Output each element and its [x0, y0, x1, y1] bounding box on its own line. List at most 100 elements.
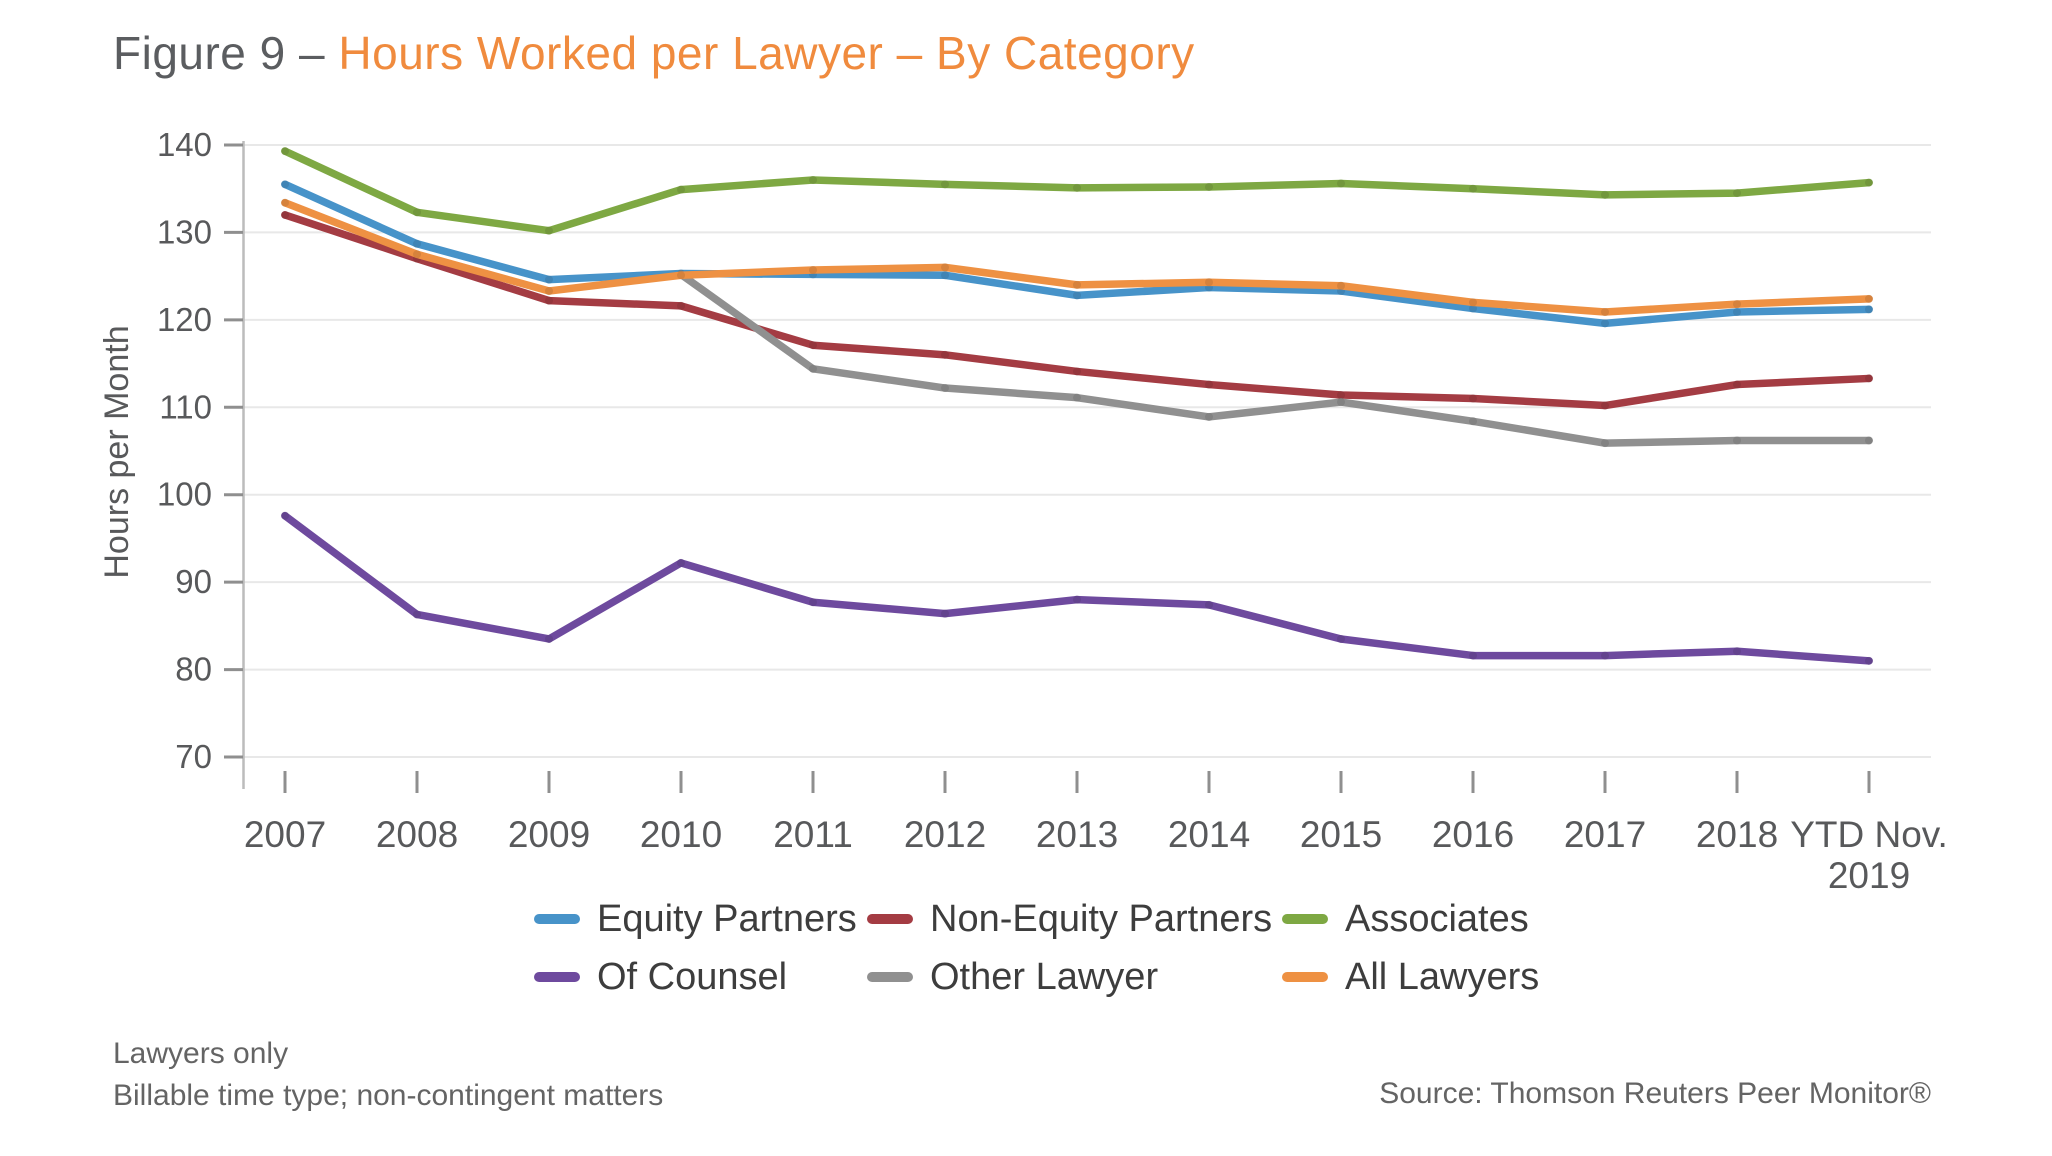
data-point-non-equity-partners — [1601, 401, 1609, 410]
x-tick-label-7: 2014 — [1168, 814, 1250, 855]
data-point-associates — [413, 208, 421, 217]
data-point-non-equity-partners — [1865, 374, 1873, 383]
y-tick-label-80: 80 — [175, 651, 212, 688]
data-point-other-lawyer — [941, 384, 949, 393]
legend-item-equity-partners: Equity Partners — [534, 898, 867, 940]
data-point-of-counsel — [809, 598, 817, 607]
y-axis-title: Hours per Month — [98, 325, 136, 578]
line-path-other-lawyer — [677, 270, 1873, 447]
data-point-of-counsel — [281, 511, 289, 520]
data-point-all-lawyers — [941, 263, 949, 272]
data-point-of-counsel — [1337, 634, 1345, 643]
data-point-non-equity-partners — [1469, 394, 1477, 403]
data-point-associates — [1205, 182, 1213, 191]
legend-label-of-counsel: Of Counsel — [597, 955, 788, 998]
data-point-associates — [281, 147, 289, 156]
footnote-line-1: Lawyers only — [113, 1037, 289, 1070]
legend-label-equity-partners: Equity Partners — [597, 897, 857, 940]
data-point-equity-partners — [413, 239, 421, 248]
legend-swatch-non-equity-partners — [867, 914, 913, 924]
data-point-other-lawyer — [1601, 439, 1609, 448]
data-point-non-equity-partners — [545, 296, 553, 305]
x-tick-label-10: 2017 — [1564, 814, 1646, 855]
data-point-non-equity-partners — [941, 350, 949, 359]
data-point-all-lawyers — [545, 287, 553, 296]
line-series-equity-partners — [281, 180, 1873, 328]
figure-title: Figure 9 – Hours Worked per Lawyer – By … — [113, 26, 1195, 80]
line-series-of-counsel — [281, 511, 1873, 665]
data-point-all-lawyers — [1733, 300, 1741, 309]
y-tick-label-110: 110 — [159, 388, 212, 425]
data-point-all-lawyers — [1865, 294, 1873, 303]
data-point-of-counsel — [1073, 595, 1081, 604]
data-point-other-lawyer — [1733, 436, 1741, 445]
data-point-associates — [941, 180, 949, 189]
data-point-all-lawyers — [281, 198, 289, 207]
data-point-other-lawyer — [1073, 393, 1081, 402]
legend-swatch-all-lawyers — [1282, 972, 1328, 982]
data-point-all-lawyers — [1601, 307, 1609, 316]
chart-legend: Equity Partners Non-Equity Partners Associ… — [534, 898, 1539, 998]
line-series-all-lawyers — [281, 198, 1873, 316]
x-tick-label-1: 2008 — [376, 814, 458, 855]
figure-title-prefix: Figure 9 – — [113, 27, 339, 79]
data-point-of-counsel — [545, 634, 553, 643]
data-point-of-counsel — [677, 558, 685, 567]
data-point-of-counsel — [1865, 656, 1873, 665]
x-tick-label-5: 2012 — [904, 814, 986, 855]
line-series-associates — [281, 147, 1873, 235]
data-point-all-lawyers — [1205, 278, 1213, 287]
line-series-non-equity-partners — [281, 210, 1873, 410]
figure-title-main: Hours Worked per Lawyer – By Category — [338, 27, 1195, 79]
legend-swatch-of-counsel — [534, 972, 580, 982]
data-point-non-equity-partners — [677, 301, 685, 310]
data-point-all-lawyers — [677, 271, 685, 280]
x-tick-label-4: 2011 — [773, 814, 853, 855]
data-point-equity-partners — [1733, 307, 1741, 316]
data-point-other-lawyer — [1205, 412, 1213, 421]
data-point-associates — [1469, 184, 1477, 193]
data-point-all-lawyers — [1073, 280, 1081, 289]
x-tick-label-3: 2010 — [640, 814, 722, 855]
data-point-non-equity-partners — [1733, 380, 1741, 389]
y-tick-label-120: 120 — [157, 301, 212, 338]
data-point-other-lawyer — [1337, 398, 1345, 407]
data-point-equity-partners — [941, 271, 949, 280]
data-point-non-equity-partners — [1205, 380, 1213, 389]
legend-swatch-other-lawyer — [867, 972, 913, 982]
legend-swatch-equity-partners — [534, 914, 580, 924]
data-point-equity-partners — [1865, 305, 1873, 314]
x-tick-label-12: YTD Nov. 2019 — [1790, 814, 1948, 896]
data-point-of-counsel — [413, 610, 421, 619]
data-point-equity-partners — [1469, 304, 1477, 313]
data-point-equity-partners — [1601, 319, 1609, 328]
x-tick-label-8: 2015 — [1300, 814, 1382, 855]
legend-item-non-equity-partners: Non-Equity Partners — [867, 898, 1282, 940]
y-tick-label-100: 100 — [157, 476, 212, 513]
data-point-equity-partners — [545, 275, 553, 284]
legend-item-associates: Associates — [1282, 898, 1539, 940]
data-point-of-counsel — [1733, 647, 1741, 656]
x-tick-label-6: 2013 — [1036, 814, 1118, 855]
legend-item-other-lawyer: Other Lawyer — [867, 956, 1282, 998]
data-point-non-equity-partners — [1073, 367, 1081, 376]
data-point-associates — [545, 226, 553, 235]
legend-item-of-counsel: Of Counsel — [534, 956, 867, 998]
line-series-other-lawyer — [677, 270, 1873, 448]
data-point-all-lawyers — [1469, 298, 1477, 307]
x-tick-label-2: 2009 — [508, 814, 590, 855]
legend-label-all-lawyers: All Lawyers — [1345, 955, 1540, 998]
data-point-equity-partners — [281, 180, 289, 189]
x-tick-label-0: 2007 — [244, 814, 326, 855]
y-tick-label-90: 90 — [175, 563, 212, 600]
y-tick-label-130: 130 — [157, 213, 212, 250]
source-attribution: Source: Thomson Reuters Peer Monitor® — [1379, 1077, 1931, 1110]
y-tick-label-70: 70 — [175, 738, 212, 775]
legend-label-associates: Associates — [1345, 897, 1529, 940]
chart-footnotes: Lawyers only Billable time type; non-con… — [113, 1033, 663, 1117]
data-point-other-lawyer — [809, 364, 817, 373]
data-point-non-equity-partners — [1337, 391, 1345, 400]
data-point-of-counsel — [1601, 651, 1609, 660]
data-point-non-equity-partners — [809, 341, 817, 350]
